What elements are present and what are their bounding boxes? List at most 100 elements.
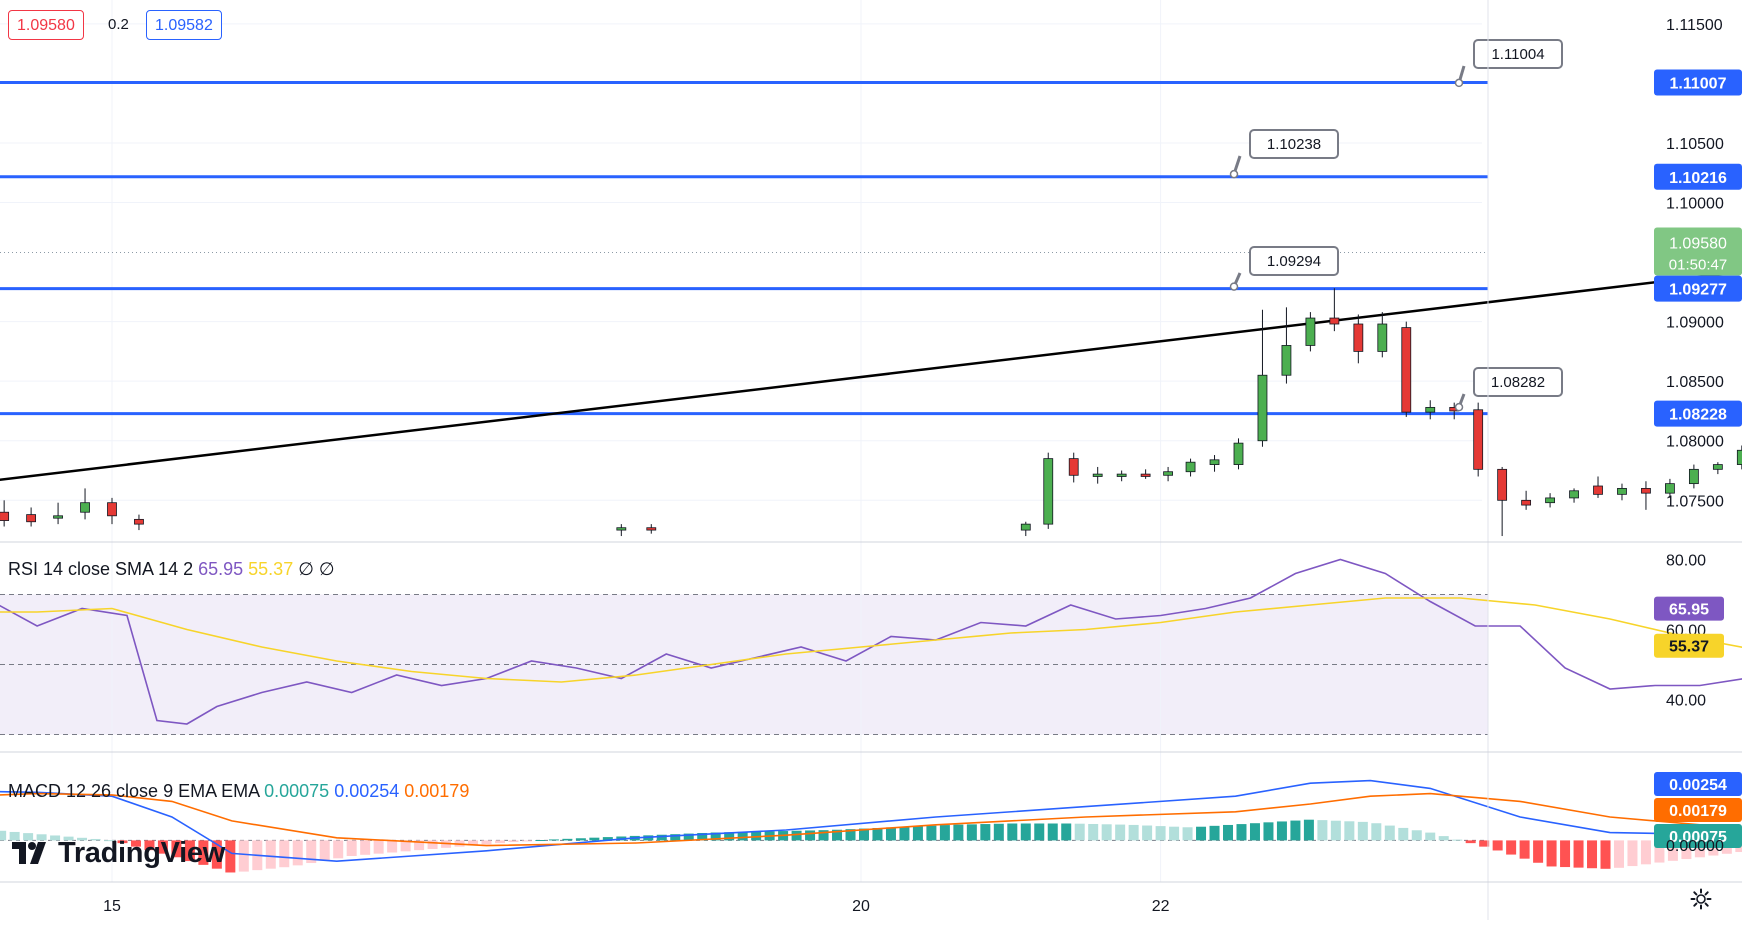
rsi-legend-value: ∅ <box>298 559 319 579</box>
candle-body <box>1233 442 1244 465</box>
candle-down <box>1593 476 1603 498</box>
macd-signal-value-label: 0.00179 <box>1669 803 1727 820</box>
macd-histogram-bar <box>1398 827 1409 841</box>
macd-histogram-bar <box>0 830 7 841</box>
macd-histogram-bar <box>1465 840 1476 844</box>
macd-histogram-bar <box>724 832 735 841</box>
candle-body <box>1545 497 1555 504</box>
price-tick-label: 1.08000 <box>1666 434 1724 451</box>
macd-histogram-bar <box>319 840 330 861</box>
macd-histogram-bar <box>265 840 276 869</box>
macd-histogram-bar <box>198 840 209 865</box>
macd-histogram-bar <box>414 840 425 851</box>
macd-histogram-bar <box>1155 826 1166 841</box>
candle-body <box>1185 461 1196 473</box>
candle-body <box>1497 468 1508 501</box>
candle-body <box>1641 487 1651 494</box>
macd-histogram-bar <box>1169 826 1180 841</box>
rsi-value-tag <box>1654 596 1724 621</box>
price-tick-label: 1.09000 <box>1666 315 1724 332</box>
callout-box <box>1473 367 1563 397</box>
macd-value-tag <box>1654 772 1742 796</box>
macd-histogram-bar <box>468 840 479 846</box>
macd-histogram-bar <box>279 840 290 868</box>
macd-histogram-bar <box>1384 825 1395 841</box>
price-callout[interactable]: 1.10238 <box>1229 129 1339 179</box>
macd-histogram-bar <box>1128 824 1139 841</box>
candle-up <box>1712 462 1723 475</box>
channel-line-upper[interactable] <box>0 14 1742 502</box>
candle-up <box>1617 483 1627 501</box>
candle-body <box>1401 327 1412 413</box>
macd-histogram-bar <box>535 840 546 842</box>
macd-histogram-bar <box>845 829 856 841</box>
gear-icon[interactable] <box>1690 888 1712 910</box>
macd-histogram-bar <box>1533 840 1544 863</box>
macd-histogram-bar <box>656 834 667 841</box>
bid-price: 1.09580 <box>17 17 75 34</box>
macd-histogram-bar <box>1627 840 1638 867</box>
macd-histogram-bar <box>805 830 816 841</box>
macd-histogram-bar <box>1506 840 1517 855</box>
rsi-legend[interactable]: RSI 14 close SMA 14 2 65.95 55.37 ∅ ∅ <box>8 559 335 579</box>
candle-up <box>1116 470 1127 482</box>
candle-up <box>1425 400 1436 420</box>
candle-body <box>1043 458 1054 525</box>
tradingview-logo[interactable]: TradingView <box>12 836 225 870</box>
level-price-label: 1.08228 <box>1669 407 1727 424</box>
candle-body <box>1688 468 1699 485</box>
callout-box <box>1473 39 1563 69</box>
candle-up <box>1233 438 1244 470</box>
macd-histogram-bar <box>1425 832 1436 841</box>
candle-down <box>1401 321 1412 417</box>
macd-histogram-bar <box>306 840 317 864</box>
macd-histogram-bar <box>1654 840 1665 863</box>
rsi-legend-value: ∅ <box>319 559 335 579</box>
macd-histogram-bar <box>966 824 977 841</box>
level-price-label: 1.10216 <box>1669 170 1727 187</box>
macd-legend[interactable]: MACD 12 26 close 9 EMA EMA 0.00075 0.002… <box>8 781 469 801</box>
candle-up <box>1092 466 1103 484</box>
rsi-value-label: 65.95 <box>1669 602 1709 619</box>
candle-body <box>1281 345 1292 376</box>
macd-histogram-value-tag <box>1654 824 1742 848</box>
price-callout[interactable]: 1.11004 <box>1454 39 1563 88</box>
candle-body <box>1257 374 1268 442</box>
callout-anchor <box>1229 169 1239 179</box>
macd-histogram-bar <box>1020 823 1031 841</box>
level-price-label: 1.11007 <box>1670 76 1727 93</box>
macd-histogram-bar <box>899 826 910 841</box>
bid-price-box[interactable]: 1.09580 <box>8 10 84 40</box>
callout-box <box>1249 129 1339 159</box>
macd-histogram-bar <box>710 832 721 841</box>
macd-histogram-bar <box>737 831 748 841</box>
candle-body <box>1712 464 1723 470</box>
macd-histogram-bar <box>670 834 681 841</box>
candle-body <box>1116 473 1127 477</box>
price-callout[interactable]: 1.08282 <box>1454 367 1563 412</box>
macd-histogram-bar <box>953 824 964 841</box>
candle-up <box>1185 458 1196 477</box>
macd-histogram-bar <box>980 824 991 841</box>
candle-down <box>1353 314 1364 364</box>
macd-histogram-bar <box>548 839 559 841</box>
time-tick-label: 22 <box>1152 898 1170 915</box>
ask-price-box[interactable]: 1.09582 <box>146 10 222 40</box>
macd-histogram-bar <box>1209 825 1220 841</box>
candle-down <box>1473 402 1484 477</box>
rsi-sma-tag <box>1654 633 1724 658</box>
macd-histogram-bar <box>211 840 222 869</box>
candle-body <box>1140 473 1151 477</box>
macd-histogram-bar <box>360 840 371 855</box>
macd-histogram-bar <box>1357 821 1368 841</box>
rsi-sma-label: 55.37 <box>1669 639 1709 656</box>
candle-body <box>1736 449 1742 465</box>
candle-body <box>1377 323 1388 352</box>
macd-histogram-bar <box>1492 840 1503 851</box>
macd-histogram-bar <box>818 830 829 841</box>
macd-histogram-bar <box>373 840 384 854</box>
price-callout[interactable]: 1.09294 <box>1229 246 1339 291</box>
price-tick-label: 1.07500 <box>1666 493 1724 510</box>
